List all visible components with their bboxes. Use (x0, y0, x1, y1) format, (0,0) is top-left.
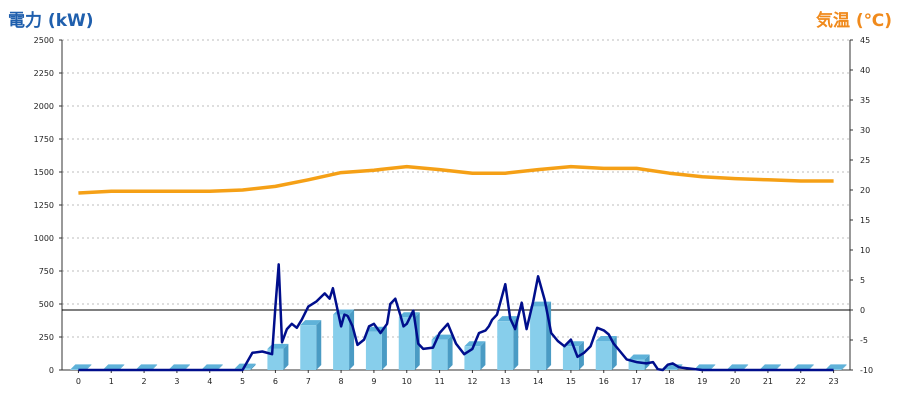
y-left-tick-label: 1750 (34, 135, 54, 144)
bar-side (710, 364, 716, 370)
bar-top (136, 364, 158, 370)
power-bar (562, 346, 579, 370)
x-tick-label: 18 (664, 377, 674, 386)
y-left-tick-label: 1000 (34, 234, 54, 243)
power-bar (431, 339, 448, 370)
bar-side (381, 326, 387, 370)
bar-side (184, 364, 190, 370)
right-axis-title: 気温 (℃) (815, 11, 892, 31)
y-right-tick-label: 10 (860, 246, 870, 255)
y-right-tick-label: 40 (860, 66, 870, 75)
x-tick-label: 13 (500, 377, 510, 386)
bar-side (743, 364, 749, 370)
x-tick-label: 23 (828, 377, 838, 386)
bar-side (841, 364, 847, 370)
power-line (78, 263, 834, 372)
power-bar (661, 369, 678, 370)
temperature-line (78, 164, 834, 195)
bar-top (628, 354, 650, 360)
bar-top (694, 364, 716, 370)
bar-side (480, 341, 486, 370)
y-left-tick-label: 250 (39, 333, 54, 342)
bar-top (497, 316, 519, 322)
power-bar (333, 314, 350, 370)
bar-side (316, 320, 322, 370)
bar-top (825, 364, 847, 370)
x-tick-label: 4 (207, 377, 212, 386)
y-right-tick-label: -10 (860, 366, 873, 375)
bar-side (152, 364, 158, 370)
y-left-tick-label: 2500 (34, 36, 54, 45)
y-left-tick-label: 1250 (34, 201, 54, 210)
x-tick-label: 0 (76, 377, 81, 386)
power-bar (497, 321, 514, 370)
bar-top (70, 364, 92, 370)
power-bar (628, 359, 645, 370)
power-bar (300, 325, 317, 370)
bar-top (792, 364, 814, 370)
bar-top (201, 364, 223, 370)
x-tick-label: 1 (109, 377, 114, 386)
x-tick-label: 2 (142, 377, 147, 386)
y-right-tick-label: 25 (860, 156, 870, 165)
y-right-tick-label: 0 (860, 306, 865, 315)
power-bar (365, 331, 382, 370)
x-tick-label: 17 (631, 377, 641, 386)
y-left-tick-label: 500 (39, 300, 54, 309)
x-tick-label: 5 (240, 377, 245, 386)
y-right-tick-label: 35 (860, 96, 870, 105)
y-left-tick-label: 1500 (34, 168, 54, 177)
bar-top (727, 364, 749, 370)
bar-side (250, 363, 256, 370)
bar-side (217, 364, 223, 370)
x-tick-label: 3 (174, 377, 179, 386)
x-tick-label: 8 (339, 377, 344, 386)
x-tick-label: 15 (566, 377, 576, 386)
x-tick-label: 20 (730, 377, 740, 386)
bar-top (168, 364, 190, 370)
bar-side (86, 364, 92, 370)
y-left-tick-label: 0 (49, 366, 54, 375)
power-bar (530, 306, 547, 370)
x-tick-label: 19 (697, 377, 707, 386)
y-right-tick-label: 15 (860, 216, 870, 225)
bar-side (808, 364, 814, 370)
bar-top (103, 364, 125, 370)
x-tick-label: 22 (796, 377, 806, 386)
power-bar (595, 340, 612, 370)
x-tick-label: 7 (306, 377, 311, 386)
x-tick-label: 12 (467, 377, 477, 386)
bar-side (447, 334, 453, 370)
y-right-tick-label: -5 (860, 336, 868, 345)
y-left-tick-label: 750 (39, 267, 54, 276)
bar-side (283, 343, 289, 370)
y-right-tick-label: 5 (860, 276, 865, 285)
x-tick-label: 6 (273, 377, 278, 386)
x-tick-label: 14 (533, 377, 543, 386)
y-right-tick-label: 45 (860, 36, 870, 45)
x-tick-label: 10 (402, 377, 412, 386)
power-bar (267, 348, 284, 370)
x-tick-label: 16 (599, 377, 609, 386)
left-axis-title: 電力 (kW) (8, 11, 94, 31)
x-tick-label: 9 (371, 377, 376, 386)
bar-top (300, 320, 322, 326)
y-right-tick-label: 30 (860, 126, 870, 135)
y-left-tick-label: 2000 (34, 102, 54, 111)
bar-side (775, 364, 781, 370)
x-tick-label: 21 (763, 377, 773, 386)
x-tick-label: 11 (434, 377, 444, 386)
y-right-tick-label: 20 (860, 186, 870, 195)
bar-side (119, 364, 125, 370)
power-bar (398, 317, 415, 370)
bar-top (759, 364, 781, 370)
y-left-tick-label: 2250 (34, 69, 54, 78)
